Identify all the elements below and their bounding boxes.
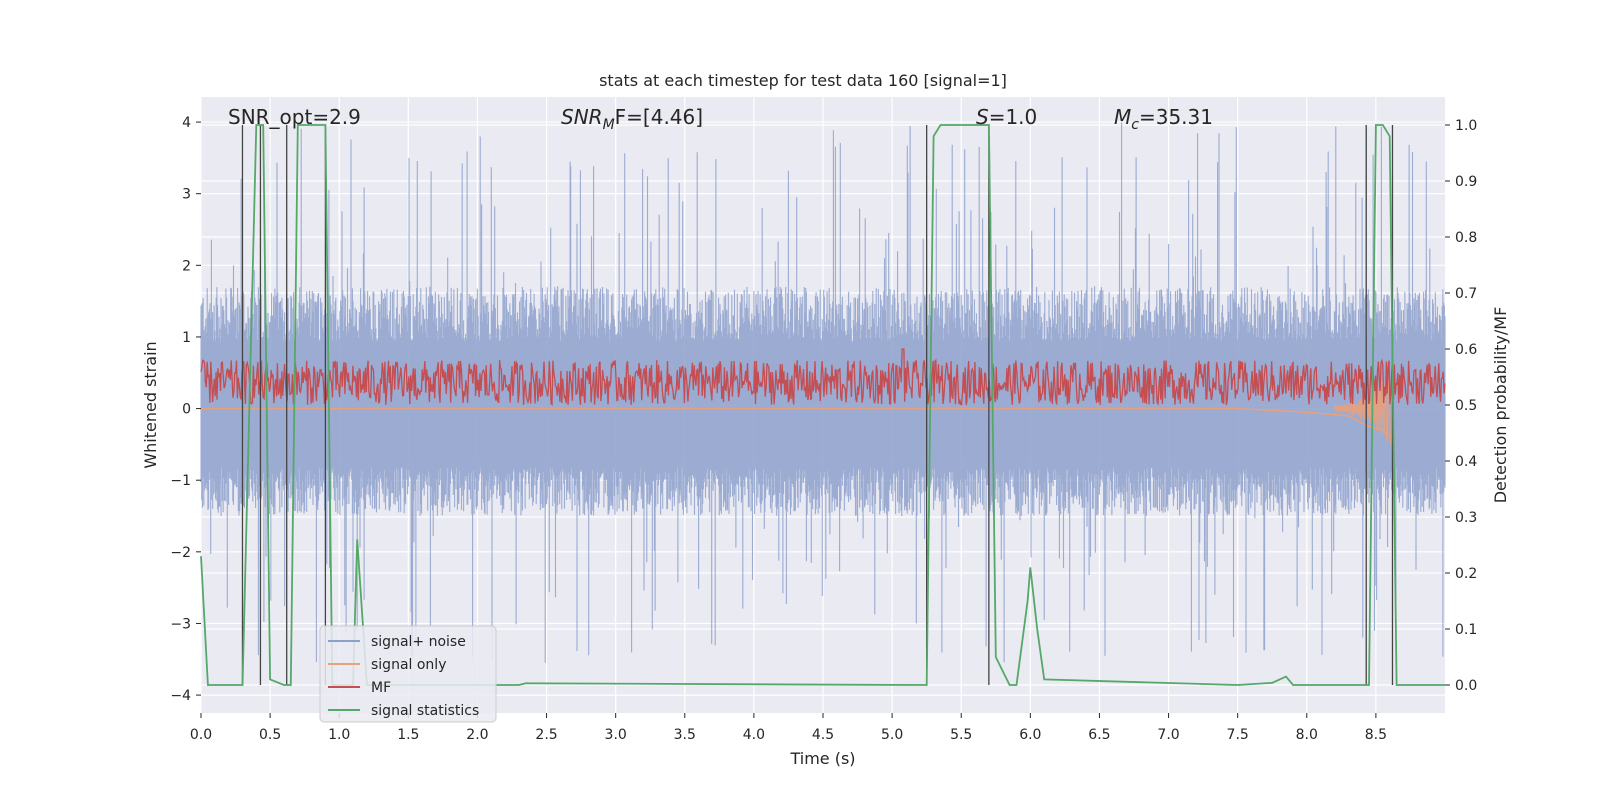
chart-title: stats at each timestep for test data 160… <box>599 71 1007 90</box>
mc-rest: =35.31 <box>1139 105 1213 129</box>
data-layer <box>200 122 1446 686</box>
y-tick-label: 0 <box>182 402 191 418</box>
legend-label: MF <box>371 680 391 696</box>
series-mf <box>200 348 1446 407</box>
legend-label: signal statistics <box>371 703 479 719</box>
x-tick-label: 3.0 <box>605 727 627 743</box>
series-signal-statistics <box>200 124 1445 686</box>
x-axis-label: Time (s) <box>789 749 855 768</box>
mc-sub: c <box>1131 117 1139 133</box>
y2-axis-label: Detection probability/MF <box>1491 307 1510 504</box>
snr-mf-main: SNR <box>561 105 603 129</box>
y2-tick-label: 0.1 <box>1455 622 1477 638</box>
y-tick-label: 3 <box>182 187 191 203</box>
s-main: S <box>976 105 989 129</box>
x-tick-label: 4.0 <box>743 727 765 743</box>
x-tick-label: 6.0 <box>1019 727 1041 743</box>
mc-main: M <box>1114 105 1131 129</box>
x-tick-label: 8.5 <box>1365 727 1387 743</box>
y-tick-label: −1 <box>170 473 191 489</box>
x-tick-label: 5.0 <box>881 727 903 743</box>
x-tick-label: 1.5 <box>397 727 419 743</box>
annotation-mc: Mc=35.31 <box>1114 105 1213 133</box>
annotation-snr-opt: SNR_opt=2.9 <box>228 105 361 129</box>
axes-ticks: 0.0 0.5 1.0 1.5 2.0 2.5 3.0 3.5 4.0 4.5 5.0 5.5 6.0 6… <box>170 115 1477 743</box>
y2-tick-label: 0.2 <box>1455 566 1477 582</box>
y-tick-label: −2 <box>170 545 191 561</box>
snr-mf-rest: F=[4.46] <box>615 105 703 129</box>
x-tick-label: 2.0 <box>466 727 488 743</box>
annotation-snr-mf: SNRMF=[4.46] <box>561 105 703 133</box>
x-tick-label: 0.5 <box>259 727 281 743</box>
series-signal-only <box>201 407 1393 438</box>
y2-tick-label: 0.5 <box>1455 398 1477 414</box>
legend-label: signal only <box>371 657 446 673</box>
legend: signal+ noise signal only MF signal statist… <box>319 625 497 723</box>
legend-box <box>319 625 497 723</box>
x-tick-label: 7.0 <box>1157 727 1179 743</box>
x-tick-label: 5.5 <box>950 727 972 743</box>
s-rest: =1.0 <box>989 105 1038 129</box>
y2-tick-label: 0.9 <box>1455 174 1477 190</box>
y-tick-label: −4 <box>170 688 191 704</box>
snr-mf-sub: M <box>603 117 615 133</box>
y-tick-label: 4 <box>182 115 191 131</box>
y-axis-label: Whitened strain <box>141 341 160 468</box>
y2-tick-label: 0.0 <box>1455 678 1477 694</box>
y-tick-label: −3 <box>170 616 191 632</box>
x-tick-label: 1.0 <box>328 727 350 743</box>
y2-tick-label: 0.8 <box>1455 230 1477 246</box>
x-tick-label: 8.0 <box>1296 727 1318 743</box>
x-tick-label: 6.5 <box>1088 727 1110 743</box>
annotation-s: S=1.0 <box>976 105 1037 129</box>
x-tick-label: 0.0 <box>190 727 212 743</box>
x-tick-label: 2.5 <box>535 727 557 743</box>
y2-tick-label: 0.6 <box>1455 342 1477 358</box>
x-tick-label: 7.5 <box>1227 727 1249 743</box>
y2-tick-label: 1.0 <box>1455 118 1477 134</box>
x-tick-label: 3.5 <box>674 727 696 743</box>
x-tick-label: 4.5 <box>812 727 834 743</box>
y2-tick-label: 0.7 <box>1455 286 1477 302</box>
y2-tick-label: 0.3 <box>1455 510 1477 526</box>
y-tick-label: 1 <box>182 330 191 346</box>
y2-tick-label: 0.4 <box>1455 454 1477 470</box>
y-tick-label: 2 <box>182 258 191 274</box>
legend-label: signal+ noise <box>371 634 466 650</box>
